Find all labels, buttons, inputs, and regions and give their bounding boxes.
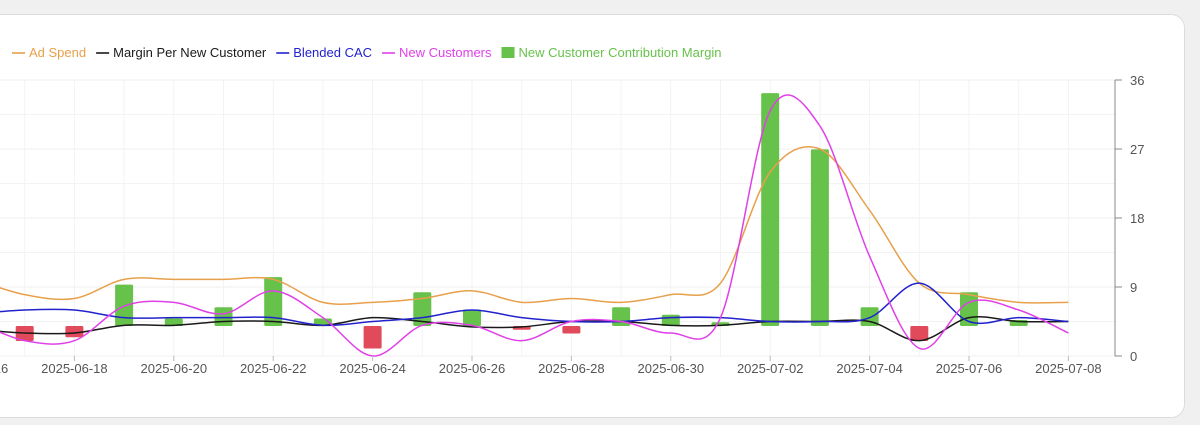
legend-item-ad-spend: Ad Spend — [12, 45, 86, 60]
bar — [761, 93, 780, 326]
x-tick-label: 2025-07-08 — [1035, 361, 1102, 376]
chart-card — [0, 14, 1185, 418]
x-tick-label: 2025-06-18 — [41, 361, 108, 376]
x-tick-label: 2025-06-24 — [339, 361, 406, 376]
y-tick-label: 0 — [1130, 349, 1137, 364]
legend-label: New Customer Contribution Margin — [519, 45, 722, 60]
grid — [0, 79, 1115, 357]
series-line-blended-cac — [0, 282, 1069, 327]
bar — [463, 309, 481, 326]
y-axis: 0 9 18 27 36 — [1114, 73, 1144, 364]
legend-item-new-customer-contribution-margin: New Customer Contribution Margin — [501, 45, 722, 60]
x-tick-label: 2025-07-06 — [936, 361, 1003, 376]
x-tick-label: 2025-06-22 — [240, 361, 307, 376]
legend-label: Ad Spend — [29, 45, 86, 60]
bar — [910, 326, 929, 342]
x-tick-label: 2025-07-02 — [737, 361, 804, 376]
bar — [214, 307, 233, 326]
x-tick-label: 2025-06-26 — [439, 361, 506, 376]
bar — [65, 326, 84, 338]
legend-item-margin-per-new-customer: Margin Per New Customer — [96, 45, 267, 60]
legend-label: Blended CAC — [293, 45, 372, 60]
y-tick-label: 9 — [1130, 280, 1137, 295]
bar — [810, 149, 829, 326]
bar — [115, 284, 134, 326]
bars — [15, 93, 1028, 349]
series-line-margin-per-new-customer — [0, 316, 1069, 342]
bar — [264, 277, 283, 326]
y-tick-label: 36 — [1130, 73, 1144, 88]
legend-item-new-customers: New Customers — [382, 45, 492, 60]
x-tick-label: 2025-06-16 — [0, 361, 8, 376]
series-lines — [0, 94, 1069, 357]
x-tick-label: 2025-07-04 — [836, 361, 903, 376]
series-line-ad-spend — [0, 146, 1069, 305]
x-tick-label: 2025-06-20 — [141, 361, 208, 376]
legend-item-blended-cac: Blended CAC — [276, 45, 372, 60]
bar — [562, 326, 581, 334]
legend: Ad Spend Margin Per New Customer Blended C… — [12, 45, 722, 60]
y-tick-label: 18 — [1130, 211, 1144, 226]
legend-label: New Customers — [399, 45, 492, 60]
bar — [164, 318, 183, 326]
legend-swatch — [501, 47, 515, 58]
legend-label: Margin Per New Customer — [113, 45, 267, 60]
series-line-new-customers — [0, 94, 1069, 357]
bar — [363, 326, 382, 349]
x-tick-label: 2025-06-30 — [638, 361, 705, 376]
y-tick-label: 27 — [1130, 142, 1144, 157]
x-tick-label: 2025-06-28 — [538, 361, 605, 376]
x-axis: 2025-06-16 2025-06-18 2025-06-20 2025-06-22… — [0, 356, 1102, 376]
